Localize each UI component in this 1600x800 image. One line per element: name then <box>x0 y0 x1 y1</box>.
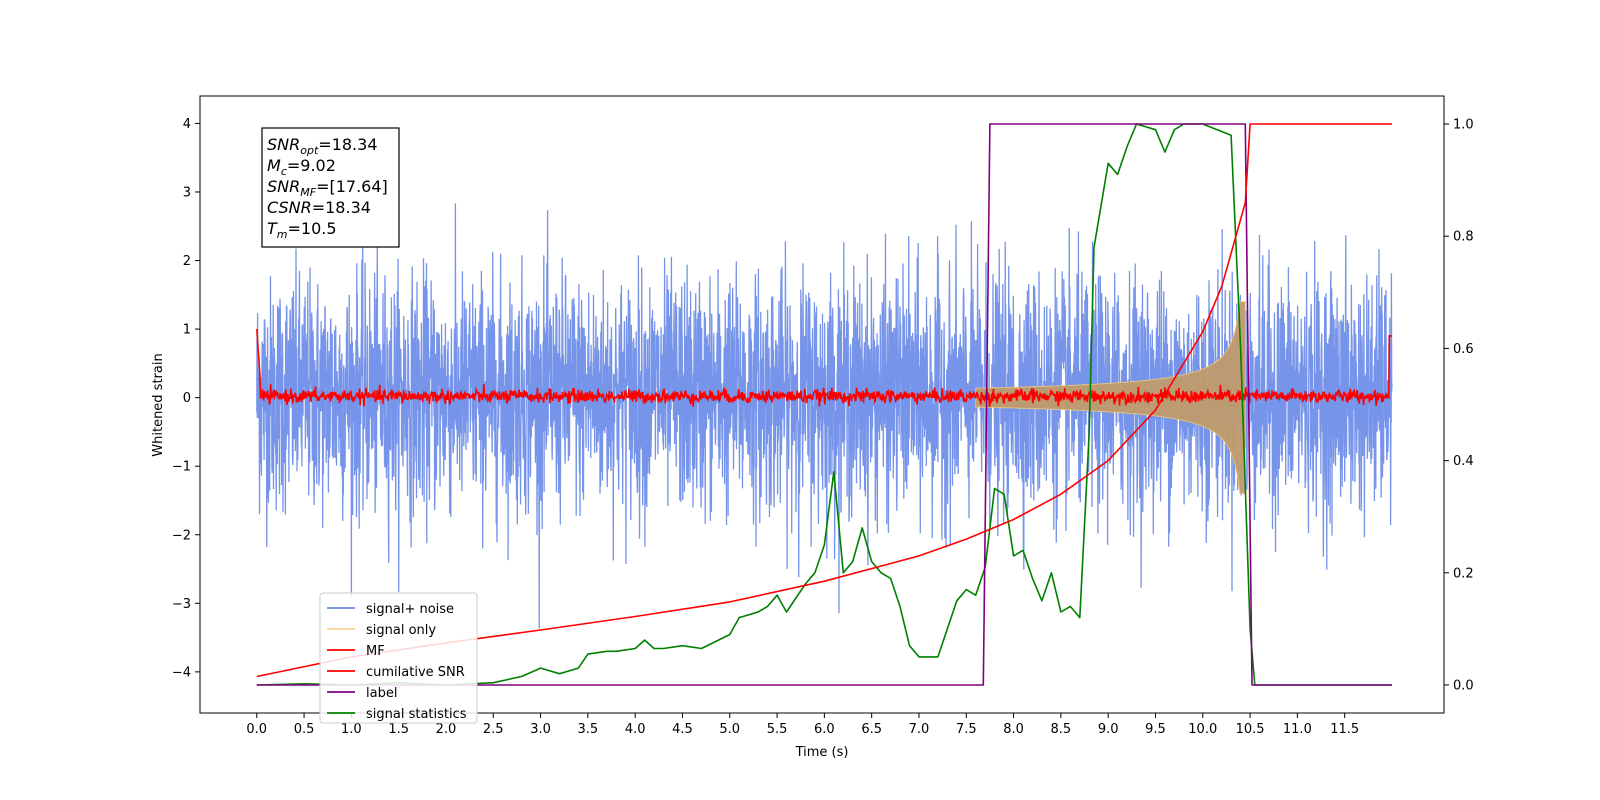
y-tick-label-left: 3 <box>183 185 191 200</box>
x-tick-label: 4.5 <box>672 722 693 737</box>
legend: signal+ noise signal only MF cumilative SNR… <box>319 592 478 724</box>
x-tick-label: 0.5 <box>294 722 315 737</box>
x-tick-label: 3.5 <box>578 722 599 737</box>
legend-label: signal+ noise <box>366 602 454 617</box>
y-tick-label-right: 0.6 <box>1453 342 1474 357</box>
y-tick-label-left: 2 <box>183 254 191 269</box>
annotation-snr-opt: SNRopt=18.34 <box>267 135 378 157</box>
x-tick-label: 11.0 <box>1283 722 1312 737</box>
x-tick-label: 7.0 <box>909 722 930 737</box>
x-tick-label: 1.0 <box>341 722 362 737</box>
y-axis-left: 4 3 2 1 0 −1 −2 −3 −4 <box>172 117 200 680</box>
y-tick-label-right: 0.8 <box>1453 230 1474 245</box>
y-tick-label-right: 0.2 <box>1453 566 1474 581</box>
x-tick-label: 3.0 <box>530 722 551 737</box>
y-tick-label-left: 1 <box>183 323 191 338</box>
x-tick-label: 6.0 <box>814 722 835 737</box>
plot-area <box>256 123 1393 686</box>
x-tick-label: 4.0 <box>625 722 646 737</box>
x-tick-label: 6.5 <box>861 722 882 737</box>
x-tick-label: 9.0 <box>1098 722 1119 737</box>
x-tick-label: 2.5 <box>483 722 504 737</box>
x-tick-label: 7.5 <box>956 722 977 737</box>
x-tick-label: 0.0 <box>246 722 267 737</box>
x-tick-label: 5.0 <box>719 722 740 737</box>
y-tick-label-right: 1.0 <box>1453 118 1474 133</box>
y-tick-label-left: −2 <box>172 528 191 543</box>
legend-frame <box>319 592 478 724</box>
x-axis-label: Time (s) <box>795 745 849 760</box>
y-tick-label-right: 0.4 <box>1453 454 1474 469</box>
x-tick-label: 8.5 <box>1051 722 1072 737</box>
x-axis: 0.0 0.5 1.0 1.5 2.0 2.5 3.0 3.5 4.0 4.5 5.0 5.5 6.0 6… <box>246 713 1359 737</box>
y-tick-label-right: 0.0 <box>1453 678 1474 693</box>
legend-label: signal only <box>366 623 436 638</box>
legend-label: label <box>366 686 397 701</box>
annotation-mc: Mc=9.02 <box>267 156 336 178</box>
y-tick-label-left: −4 <box>172 665 191 680</box>
series-signal-statistics <box>256 123 1392 686</box>
legend-label: MF <box>366 644 385 659</box>
legend-label: signal statistics <box>366 707 467 722</box>
x-tick-label: 10.5 <box>1236 722 1265 737</box>
x-tick-label: 8.0 <box>1003 722 1024 737</box>
x-tick-label: 9.5 <box>1145 722 1166 737</box>
annotation-snr-mf: SNRMF=[17.64] <box>267 177 388 199</box>
legend-label: cumilative SNR <box>366 665 465 680</box>
annotation-tm: Tm=10.5 <box>267 219 337 241</box>
y-tick-label-left: −1 <box>172 460 191 475</box>
x-tick-label: 5.5 <box>767 722 788 737</box>
y-axis-label: Whitened strain <box>151 353 166 456</box>
plot-frame <box>199 95 1445 714</box>
annotation-box: SNRopt=18.34 Mc=9.02 SNRMF=[17.64] CSNR=… <box>261 127 400 248</box>
series-label <box>256 123 1392 686</box>
x-tick-label: 11.5 <box>1330 722 1359 737</box>
series-cumulative-snr <box>256 123 1392 678</box>
y-tick-label-left: 0 <box>183 391 191 406</box>
series-mf <box>256 329 1392 408</box>
x-tick-label: 10.0 <box>1188 722 1217 737</box>
x-tick-label: 1.5 <box>388 722 409 737</box>
y-tick-label-left: −3 <box>172 597 191 612</box>
y-axis-right: 1.0 0.8 0.6 0.4 0.2 0.0 <box>1444 118 1474 693</box>
y-tick-label-left: 4 <box>183 117 191 132</box>
annotation-csnr: CSNR=18.34 <box>267 198 371 217</box>
x-tick-label: 2.0 <box>436 722 457 737</box>
